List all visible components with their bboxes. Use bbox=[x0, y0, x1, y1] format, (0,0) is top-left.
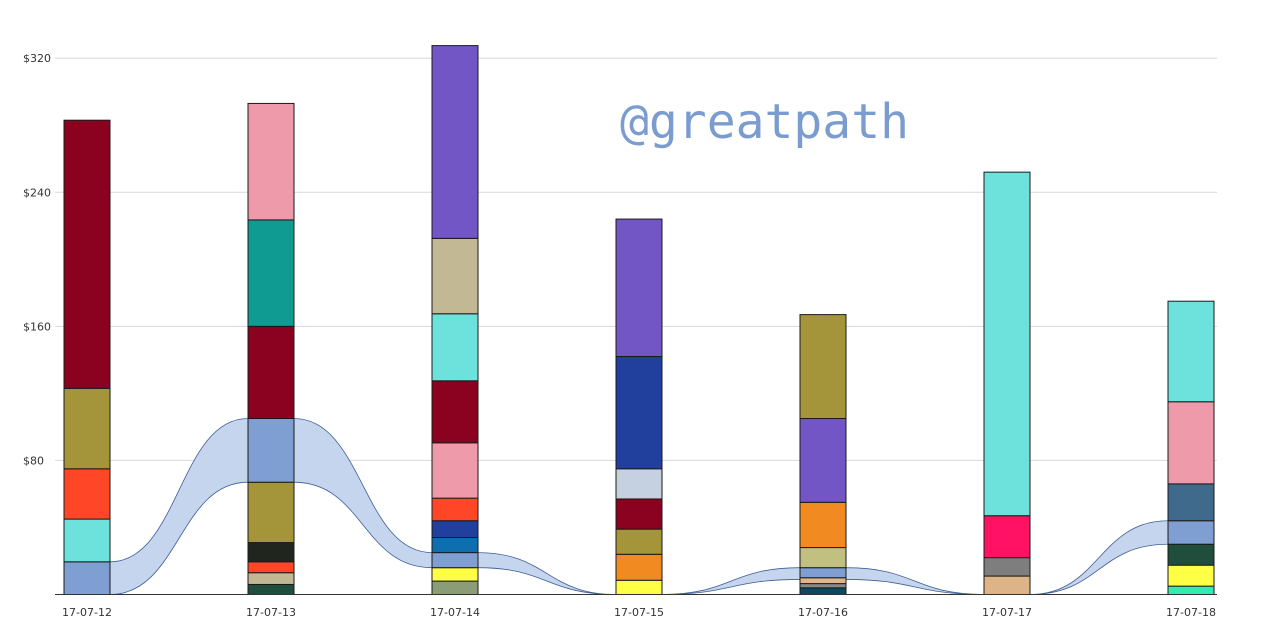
bar-segment bbox=[63, 119, 111, 389]
bar-segment bbox=[431, 497, 479, 522]
bar-stack bbox=[799, 314, 847, 596]
x-tick-label: 17-07-14 bbox=[430, 606, 480, 619]
y-tick-label: $160 bbox=[23, 320, 51, 333]
bar-segment bbox=[615, 468, 663, 500]
y-tick-label: $320 bbox=[23, 52, 51, 65]
x-tick-label: 17-07-18 bbox=[1166, 606, 1216, 619]
bar-segment bbox=[63, 518, 111, 563]
bar-segment bbox=[431, 313, 479, 382]
bar-segment bbox=[615, 356, 663, 470]
x-axis-ticks: 17-07-12 17-07-13 17-07-14 17-07-15 17-07-16… bbox=[62, 606, 1216, 619]
y-axis-ticks: $80 $160 $240 $320 bbox=[23, 52, 51, 467]
bar-segment bbox=[799, 577, 847, 585]
bar-segment bbox=[983, 171, 1031, 517]
bar-segment bbox=[431, 237, 479, 315]
bar-segment bbox=[431, 552, 479, 569]
bar-segment bbox=[431, 567, 479, 582]
bar-segment bbox=[431, 45, 479, 239]
bar-segment bbox=[431, 380, 479, 444]
bar-segment bbox=[615, 218, 663, 358]
bar-segment bbox=[431, 520, 479, 539]
bar-segment bbox=[247, 102, 295, 221]
bar-segment bbox=[1167, 300, 1215, 403]
bar-segment bbox=[431, 580, 479, 595]
bar-segment bbox=[799, 314, 847, 420]
bar-segment bbox=[983, 575, 1031, 596]
bar-segment bbox=[431, 442, 479, 499]
bar-segment bbox=[247, 219, 295, 327]
bar-stack bbox=[615, 218, 663, 596]
bar-segment bbox=[799, 583, 847, 589]
bar-stack bbox=[247, 102, 295, 595]
bar-segment bbox=[799, 547, 847, 569]
bar-segment bbox=[1167, 585, 1215, 595]
bar-segment bbox=[247, 481, 295, 544]
bar-segment bbox=[1167, 564, 1215, 587]
bar-segment bbox=[247, 561, 295, 574]
bar-segment bbox=[615, 498, 663, 530]
bar-segment bbox=[247, 572, 295, 585]
bar-segment bbox=[63, 387, 111, 470]
bar-segment bbox=[615, 528, 663, 555]
bar-segment bbox=[247, 583, 295, 595]
bar-segment bbox=[247, 418, 295, 483]
bar-segment bbox=[615, 553, 663, 581]
bar-stack bbox=[1167, 300, 1215, 595]
bar-segment bbox=[247, 325, 295, 420]
bar-segment bbox=[983, 557, 1031, 577]
y-tick-label: $80 bbox=[23, 454, 44, 467]
x-tick-label: 17-07-16 bbox=[798, 606, 848, 619]
bar-segment bbox=[615, 579, 663, 596]
y-tick-label: $240 bbox=[23, 186, 51, 199]
bar-segment bbox=[799, 587, 847, 596]
bar-segment bbox=[799, 418, 847, 503]
x-tick-label: 17-07-17 bbox=[982, 606, 1032, 619]
bar-segment bbox=[1167, 483, 1215, 522]
bar-segment bbox=[431, 537, 479, 554]
x-tick-label: 17-07-15 bbox=[614, 606, 664, 619]
bar-segment bbox=[983, 515, 1031, 559]
watermark-text: @greatpath bbox=[620, 94, 909, 150]
bars bbox=[63, 45, 1215, 596]
bar-segment bbox=[799, 567, 847, 579]
bar-segment bbox=[799, 501, 847, 549]
x-tick-label: 17-07-13 bbox=[246, 606, 296, 619]
bar-segment bbox=[1167, 401, 1215, 485]
bar-segment bbox=[1167, 543, 1215, 566]
bar-segment bbox=[63, 561, 111, 595]
bar-segment bbox=[63, 468, 111, 520]
x-tick-label: 17-07-12 bbox=[62, 606, 112, 619]
bar-stack bbox=[431, 45, 479, 595]
bar-segment bbox=[1167, 520, 1215, 545]
bar-stack bbox=[983, 171, 1031, 596]
bar-segment bbox=[247, 542, 295, 563]
bar-stack bbox=[63, 119, 111, 595]
